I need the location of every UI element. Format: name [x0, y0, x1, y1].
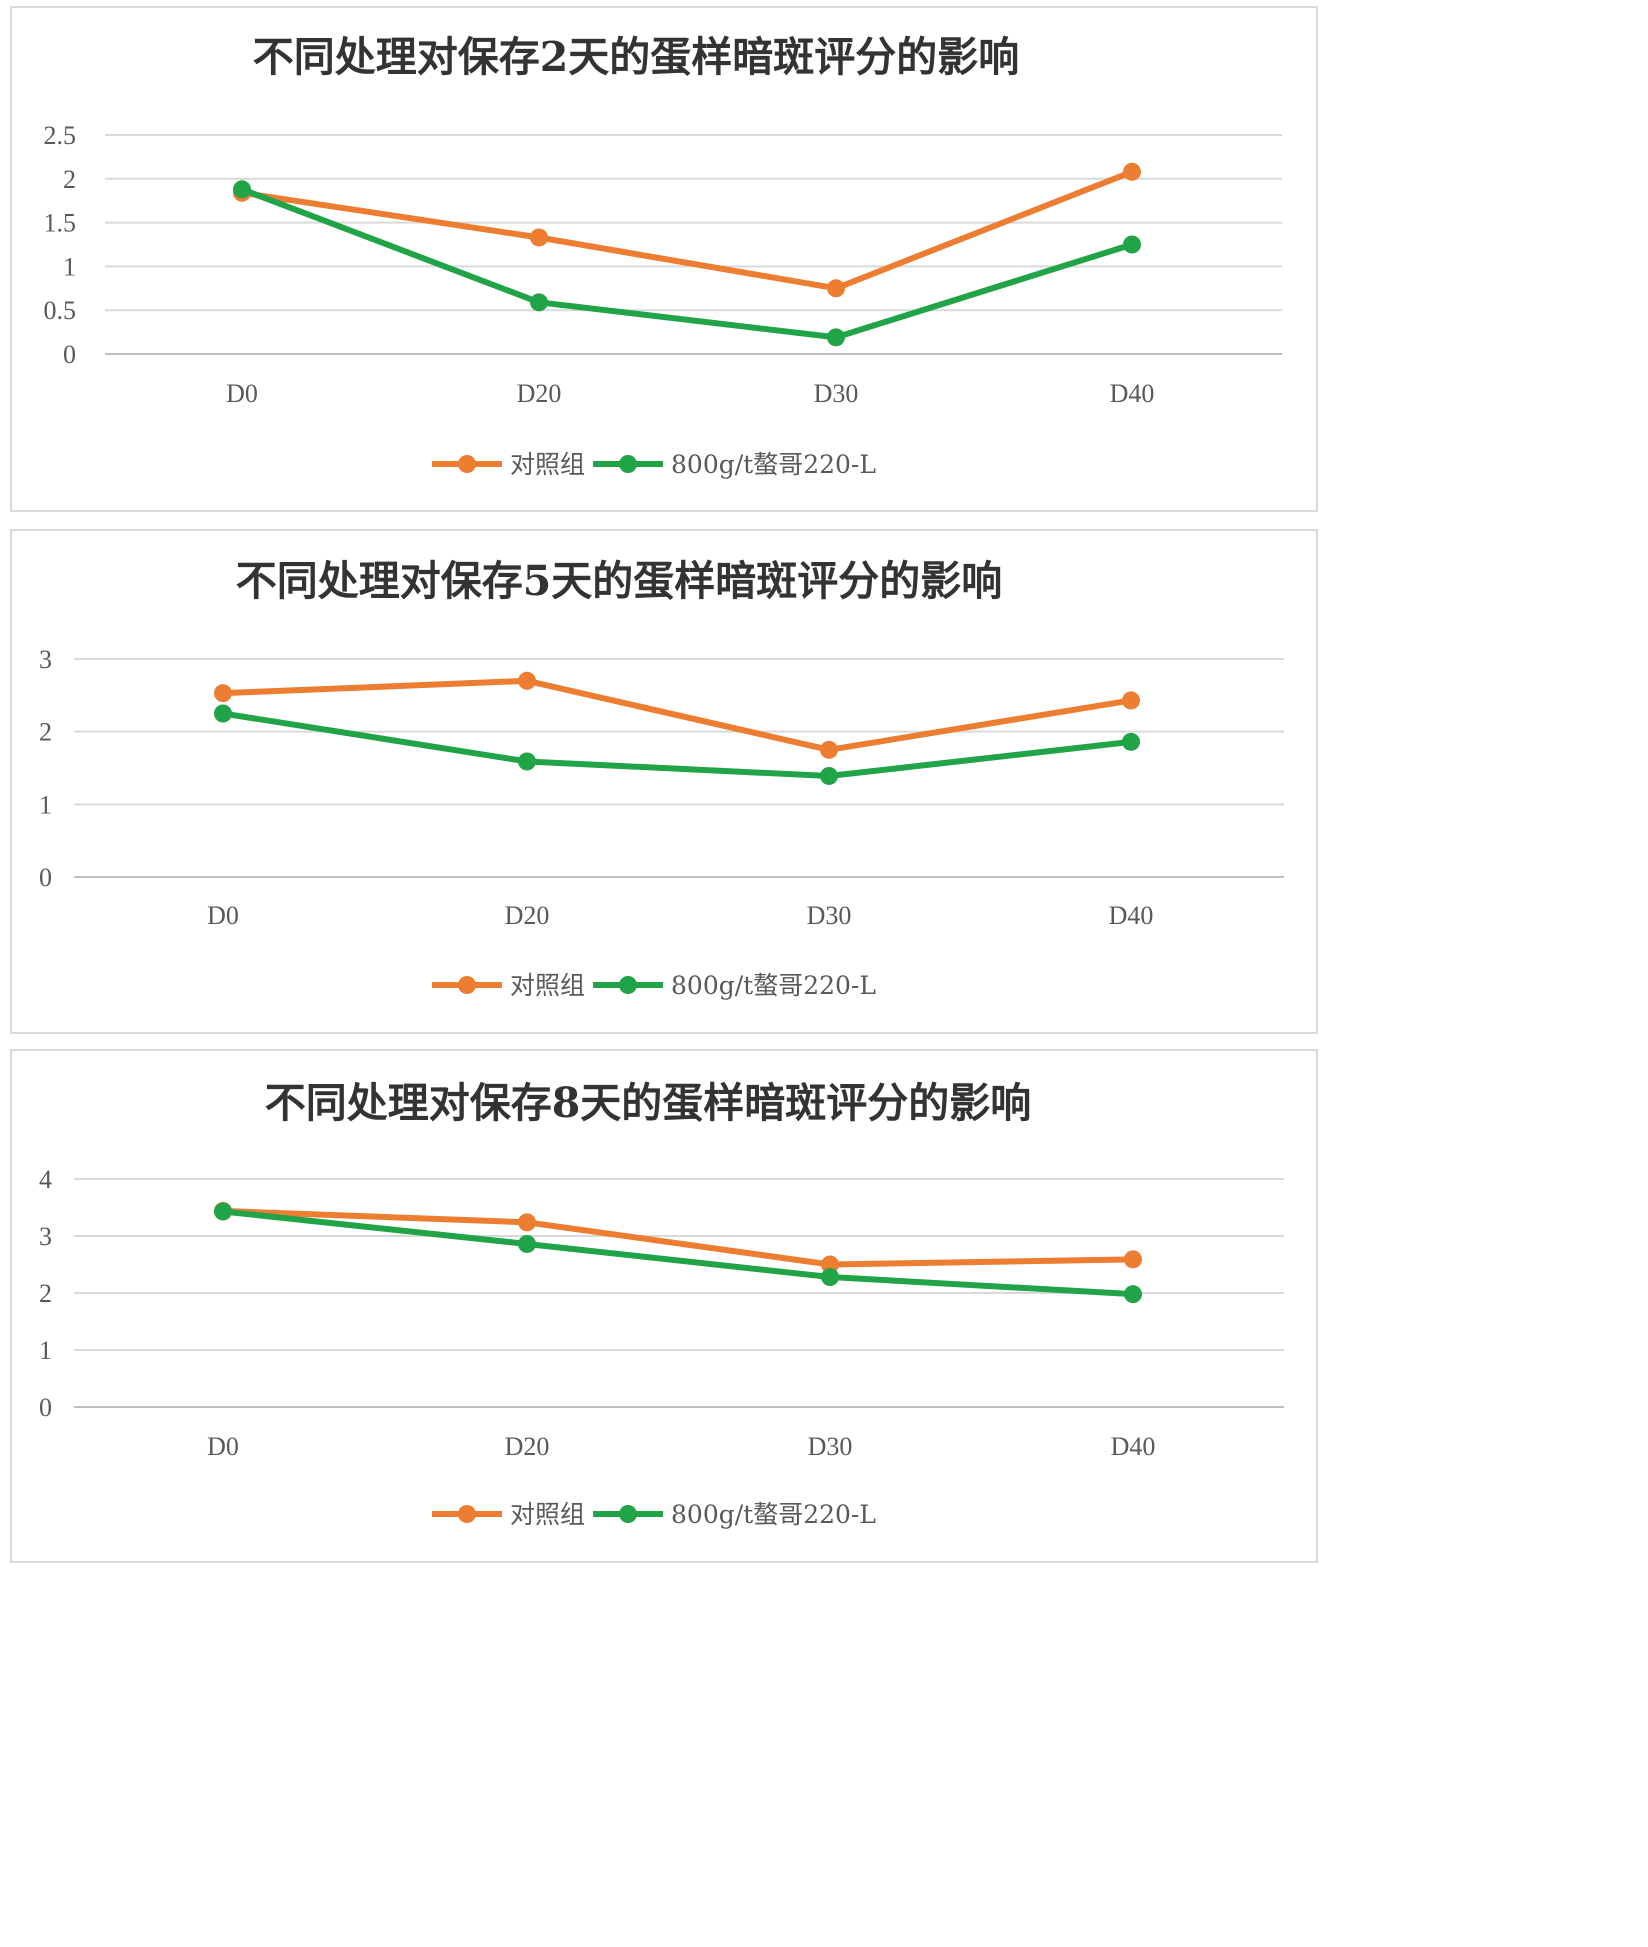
- legend-marker-0: [458, 976, 476, 994]
- x-tick-label: D40: [1110, 379, 1155, 408]
- data-point: [820, 740, 838, 759]
- y-tick-label: 1.5: [44, 209, 77, 238]
- chart-day8: 不同处理对保存8天的蛋样暗斑评分的影响 0 1 2 3 4 D0 D20 D30 D40 对照组 80…: [39, 1079, 1284, 1529]
- legend-label-0: 对照组: [510, 971, 585, 1000]
- y-tick-label: 3: [39, 1222, 52, 1251]
- data-point: [1124, 1285, 1142, 1304]
- data-point: [214, 704, 232, 723]
- data-point: [530, 293, 548, 312]
- series-line-1: [220, 710, 1134, 779]
- data-point: [1124, 1250, 1142, 1269]
- x-tick-label: D0: [207, 1432, 239, 1461]
- data-point: [827, 328, 845, 347]
- y-tick-label: 2: [63, 165, 76, 194]
- legend-label-1: 800g/t螯哥220-L: [671, 1500, 876, 1529]
- series-line-0: [220, 1207, 1136, 1268]
- legend-label-0: 对照组: [510, 1500, 585, 1529]
- y-tick-label: 4: [39, 1165, 52, 1194]
- chart-panel-day8: 不同处理对保存8天的蛋样暗斑评分的影响 0 1 2 3 4 D0 D20 D30 D40 对照组 80…: [10, 1049, 1318, 1563]
- data-point: [530, 228, 548, 247]
- x-tick-label: D30: [814, 379, 859, 408]
- data-point: [1122, 732, 1140, 751]
- data-point: [518, 671, 536, 690]
- y-tick-label: 1: [39, 790, 52, 819]
- data-point: [827, 279, 845, 298]
- data-point: [821, 1268, 839, 1287]
- y-tick-label: 0.5: [44, 296, 77, 325]
- data-point: [214, 1202, 232, 1221]
- x-tick-label: D30: [808, 1432, 853, 1461]
- y-tick-label: 3: [39, 645, 52, 674]
- x-tick-label: D20: [505, 1432, 550, 1461]
- chart-day2: 不同处理对保存2天的蛋样暗斑评分的影响 0 0.5 1 1.5 2 2.5 D0 D20 D30 D…: [44, 33, 1282, 479]
- legend-label-0: 对照组: [510, 450, 585, 479]
- y-tick-label: 0: [63, 340, 76, 369]
- chart-title: 不同处理对保存2天的蛋样暗斑评分的影响: [253, 33, 1020, 81]
- legend-marker-1: [619, 976, 638, 994]
- chart-panel-day2: 不同处理对保存2天的蛋样暗斑评分的影响 0 0.5 1 1.5 2 2.5 D0 D20 D30 D…: [10, 6, 1318, 512]
- x-tick-label: D0: [207, 901, 239, 930]
- x-tick-label: D0: [226, 379, 258, 408]
- legend-marker-1: [619, 1505, 638, 1523]
- x-tick-label: D30: [807, 901, 852, 930]
- y-tick-label: 2: [39, 718, 52, 747]
- x-tick-label: D20: [517, 379, 562, 408]
- y-tick-label: 1: [39, 1336, 52, 1365]
- series-line-0: [239, 168, 1135, 292]
- y-tick-label: 2: [39, 1279, 52, 1308]
- y-tick-label: 2.5: [44, 121, 77, 150]
- legend-label-1: 800g/t螯哥220-L: [671, 450, 876, 479]
- data-point: [1123, 162, 1141, 181]
- legend-marker-0: [458, 455, 476, 473]
- series-line-0: [220, 677, 1134, 753]
- chart-title: 不同处理对保存5天的蛋样暗斑评分的影响: [236, 557, 1003, 605]
- legend-label-1: 800g/t螯哥220-L: [671, 971, 876, 1000]
- series-line-1: [239, 186, 1135, 341]
- legend-marker-0: [458, 1505, 476, 1523]
- data-point: [518, 752, 536, 771]
- data-point: [214, 684, 232, 703]
- chart-panel-day5: 不同处理对保存5天的蛋样暗斑评分的影响 0 1 2 3 D0 D20 D30 D40 对照组 800…: [10, 529, 1318, 1034]
- legend-marker-1: [619, 455, 638, 473]
- data-point: [518, 1213, 536, 1232]
- chart-day5: 不同处理对保存5天的蛋样暗斑评分的影响 0 1 2 3 D0 D20 D30 D40 对照组 800…: [39, 557, 1284, 1000]
- data-point: [821, 1255, 839, 1274]
- data-point: [820, 766, 838, 785]
- data-point: [233, 180, 251, 199]
- data-point: [1122, 691, 1140, 710]
- y-tick-label: 0: [39, 863, 52, 892]
- x-tick-label: D40: [1111, 1432, 1156, 1461]
- y-tick-label: 1: [63, 252, 76, 281]
- chart-title: 不同处理对保存8天的蛋样暗斑评分的影响: [265, 1079, 1032, 1127]
- x-tick-label: D40: [1109, 901, 1154, 930]
- series-line-1: [220, 1208, 1136, 1298]
- data-point: [518, 1234, 536, 1253]
- y-tick-label: 0: [39, 1393, 52, 1422]
- data-point: [1123, 235, 1141, 254]
- x-tick-label: D20: [505, 901, 550, 930]
